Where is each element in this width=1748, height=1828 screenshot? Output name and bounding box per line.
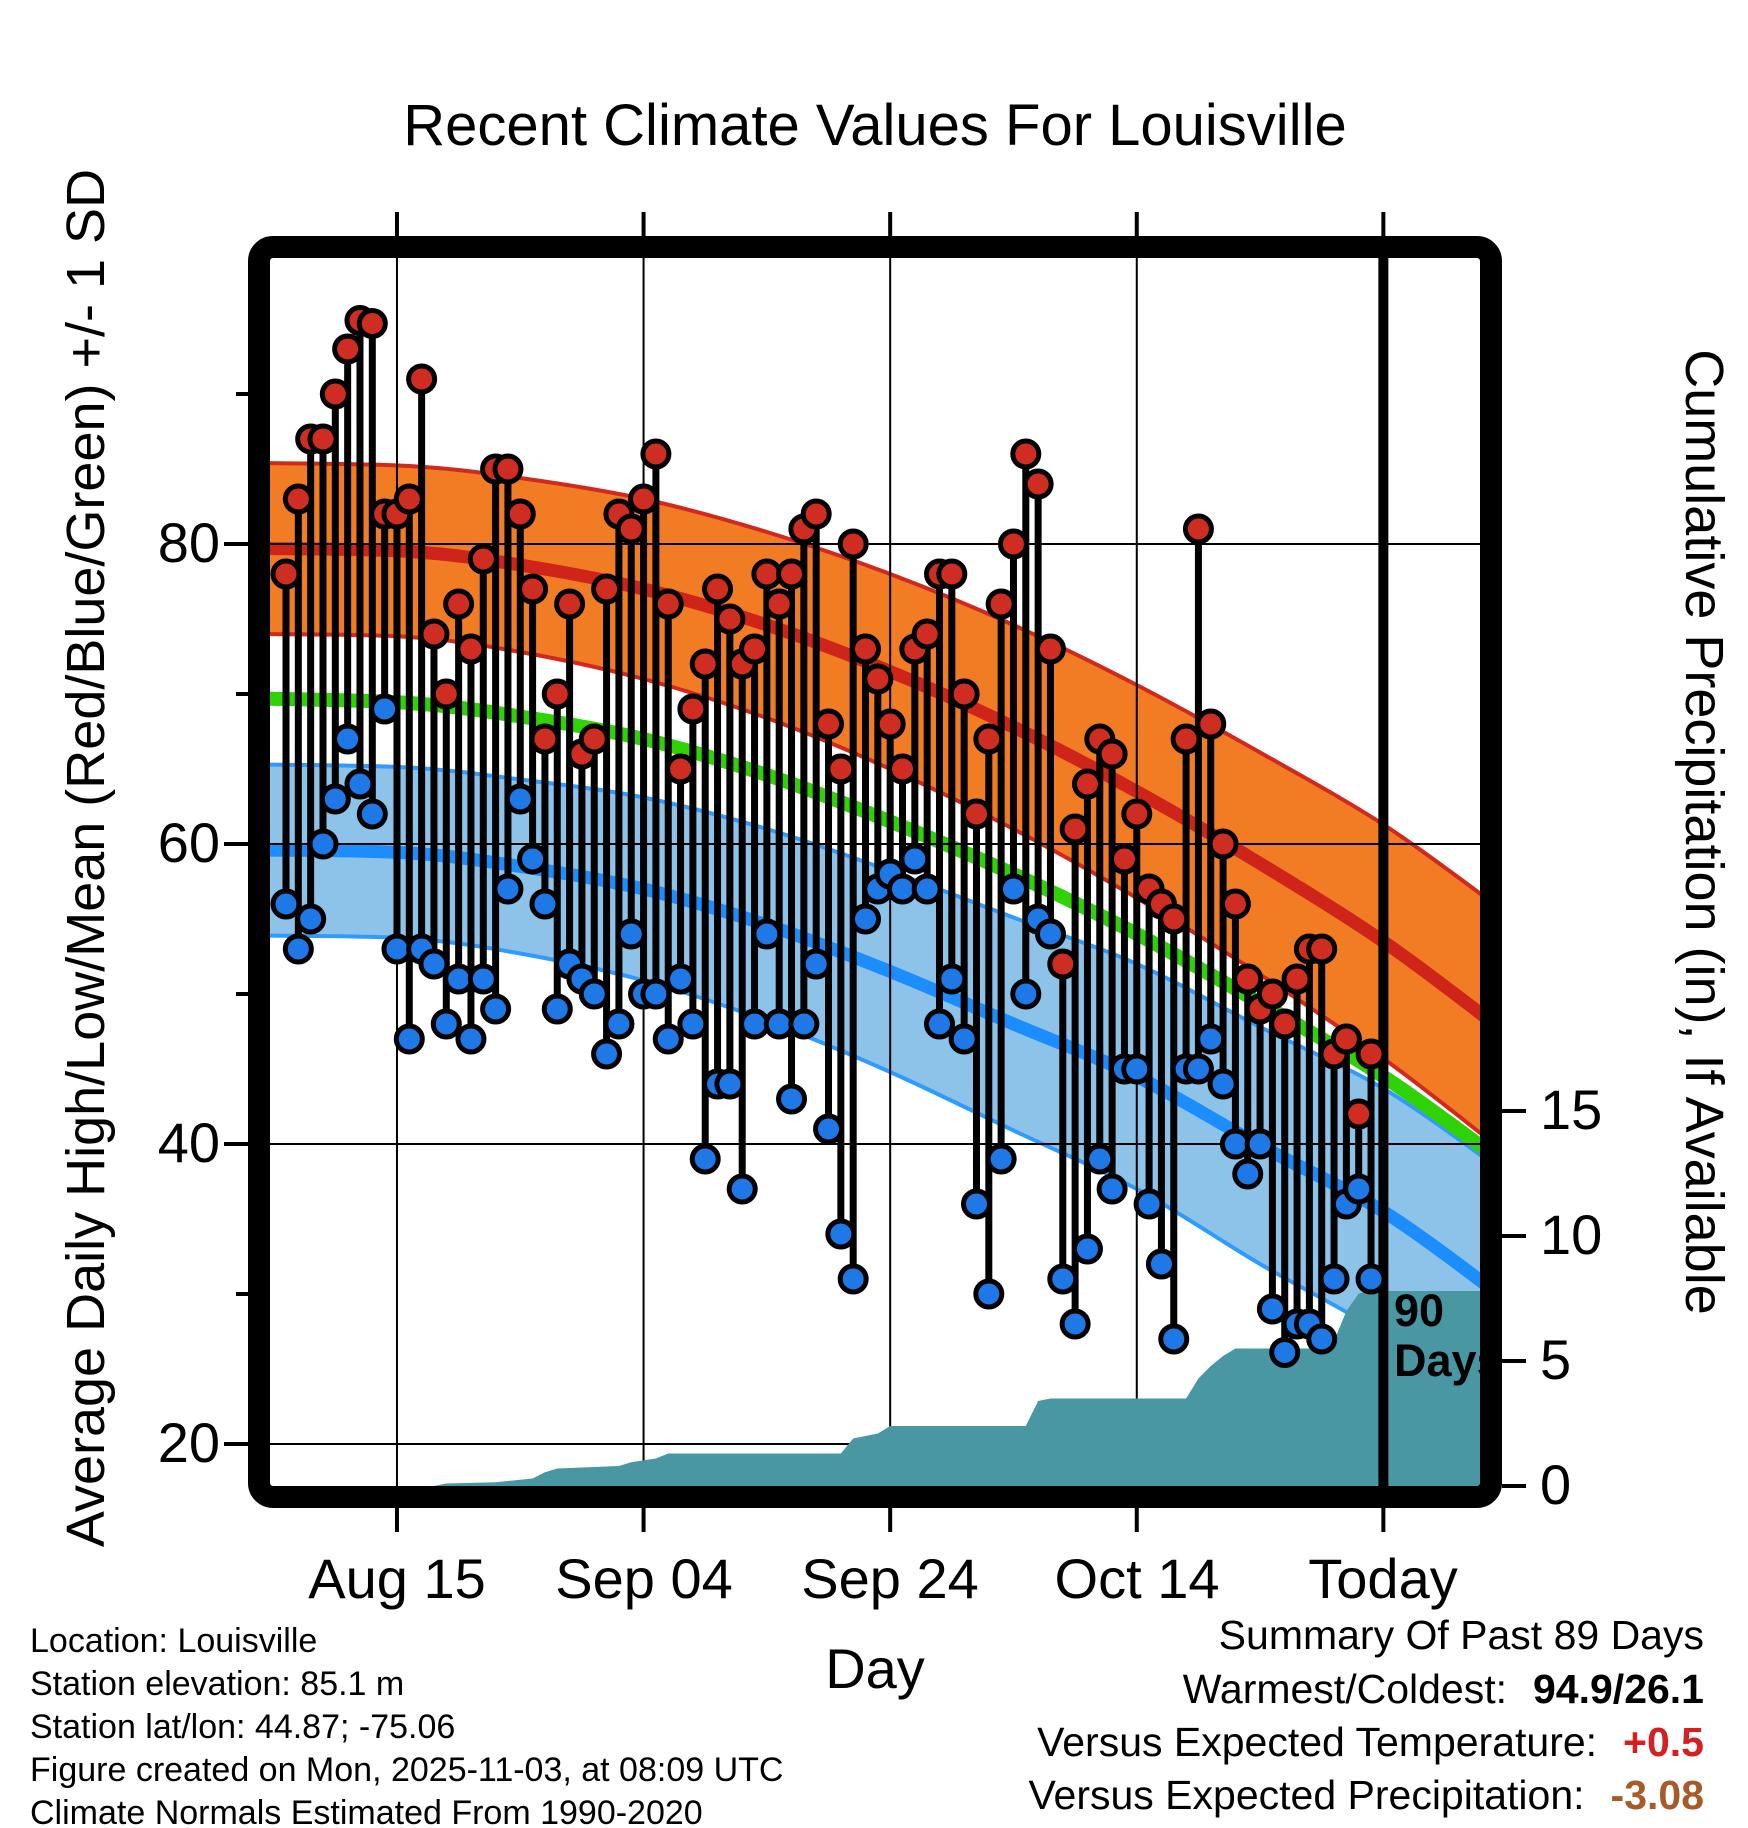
y-tick-20: 20 xyxy=(157,1411,220,1474)
y-tick-40: 40 xyxy=(157,1111,220,1174)
footer-elevation: Station elevation: 85.1 m xyxy=(30,1665,405,1703)
summary-vs-temp: Versus Expected Temperature: +0.5 xyxy=(1037,1719,1704,1766)
x-tick-today: Today xyxy=(1308,1547,1458,1610)
warmest-coldest-label: Warmest/Coldest: xyxy=(1182,1666,1507,1712)
summary-warmest-coldest: Warmest/Coldest: 94.9/26.1 xyxy=(1183,1666,1704,1713)
x-tick-sep04: Sep 04 xyxy=(555,1547,733,1610)
y-tick-15in: 15 xyxy=(1540,1078,1603,1141)
y-tick-10in: 10 xyxy=(1540,1203,1603,1266)
vs-temp-value: +0.5 xyxy=(1623,1719,1704,1765)
warmest-coldest-value: 94.9/26.1 xyxy=(1533,1666,1704,1712)
y-tick-0in: 0 xyxy=(1540,1453,1572,1516)
footer-latlon: Station lat/lon: 44.87; -75.06 xyxy=(30,1708,456,1746)
y-tick-5in: 5 xyxy=(1540,1328,1572,1391)
footer-normals: Climate Normals Estimated From 1990-2020 xyxy=(30,1794,703,1828)
vs-precip-label: Versus Expected Precipitation: xyxy=(1028,1772,1585,1818)
ninety-days-line1: 90 xyxy=(1394,1285,1445,1336)
footer-created: Figure created on Mon, 2025-11-03, at 08… xyxy=(30,1751,784,1789)
footer-location: Location: Louisville xyxy=(30,1622,318,1660)
y-tick-60: 60 xyxy=(157,811,220,874)
ninety-days-line2: Days xyxy=(1394,1335,1502,1386)
ninety-days-annotation: 90 Days xyxy=(1394,1286,1502,1386)
chart-title: Recent Climate Values For Louisville xyxy=(403,93,1347,158)
y-axis-right-title: Cumulative Precipitation (in), If Availa… xyxy=(1674,349,1734,1315)
vs-precip-value: -3.08 xyxy=(1610,1772,1704,1818)
x-tick-aug15: Aug 15 xyxy=(308,1547,486,1610)
summary-heading: Summary Of Past 89 Days xyxy=(1218,1612,1704,1658)
x-axis-title: Day xyxy=(825,1637,925,1700)
y-tick-80: 80 xyxy=(157,511,220,574)
x-tick-oct14: Oct 14 xyxy=(1054,1547,1220,1610)
x-tick-sep24: Sep 24 xyxy=(801,1547,979,1610)
summary-vs-precip: Versus Expected Precipitation: -3.08 xyxy=(1028,1772,1704,1819)
vs-temp-label: Versus Expected Temperature: xyxy=(1037,1719,1598,1765)
